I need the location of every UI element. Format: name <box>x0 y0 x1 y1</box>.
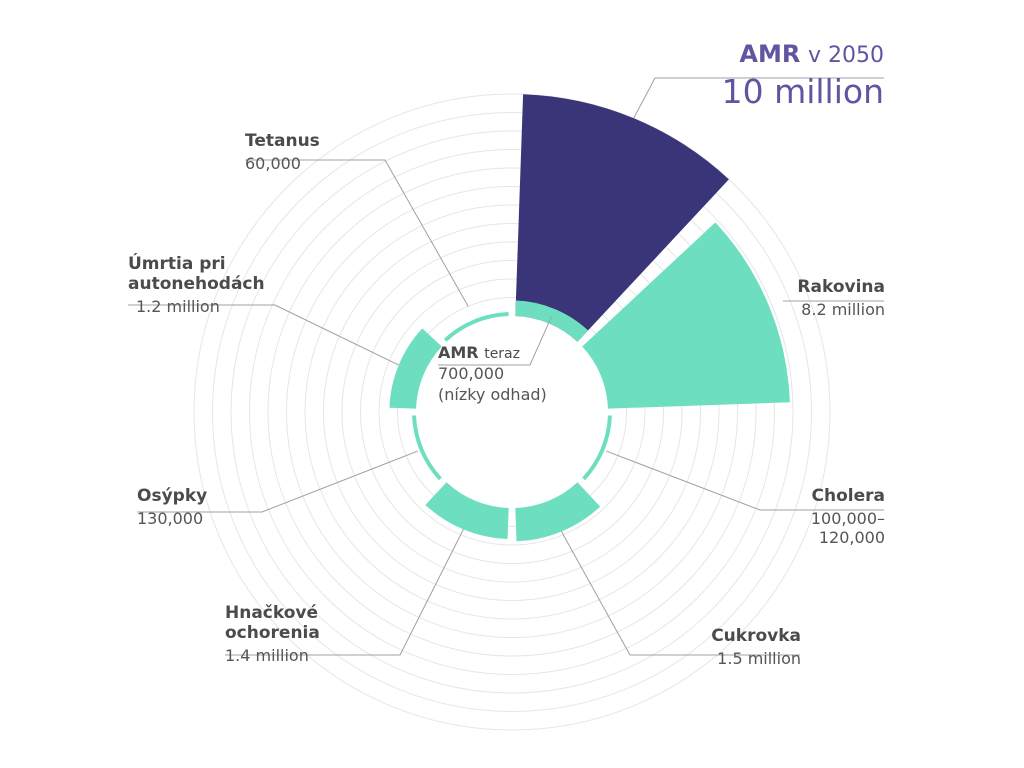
grid-ring-10 <box>212 112 812 712</box>
bars <box>389 94 790 542</box>
bar-cancer <box>582 222 790 409</box>
grid-rings <box>193 93 831 731</box>
leader-amr-now <box>438 316 553 366</box>
road-deaths-label: Úmrtia pri autonehodách 1.2 million <box>128 254 265 317</box>
bar-road <box>389 328 442 409</box>
diabetes-label: Cukrovka 1.5 million <box>711 626 801 669</box>
leader-measles <box>137 450 418 513</box>
grid-ring-2 <box>360 260 664 564</box>
amr-2050-title: AMR v 2050 <box>739 40 884 68</box>
leader-tetanus <box>245 159 469 307</box>
bar-cholera <box>582 415 612 481</box>
bar-diabetes <box>515 482 601 542</box>
bar-measles <box>412 415 442 481</box>
grid-ring-4 <box>323 223 701 601</box>
leader-amr-2050 <box>633 77 884 119</box>
leader-diarrhoea <box>225 529 464 656</box>
cholera-label: Cholera 100,000– 120,000 <box>685 486 885 548</box>
tetanus-label: Tetanus 60,000 <box>245 131 320 174</box>
bar-tetanus <box>443 312 509 342</box>
diarrhoea-label: Hnačkové ochorenia 1.4 million <box>225 603 320 666</box>
grid-ring-3 <box>341 241 683 583</box>
leader-diabetes <box>561 531 800 656</box>
amr-2050-label: AMR v 2050 10 million <box>584 40 884 112</box>
leader-road <box>128 304 399 366</box>
amr-now-label: AMR teraz 700,000 (nízky odhad) <box>438 343 547 404</box>
bar-amr-now <box>515 300 589 342</box>
grid-ring-7 <box>267 167 757 657</box>
cancer-label: Rakovina 8.2 million <box>797 277 885 320</box>
grid-ring-9 <box>230 130 794 694</box>
grid-ring-1 <box>378 278 646 546</box>
measles-label: Osýpky 130,000 <box>137 486 208 529</box>
leader-lines <box>128 77 884 656</box>
grid-ring-5 <box>304 204 720 620</box>
grid-ring-11 <box>193 93 831 731</box>
leader-cholera <box>606 450 884 511</box>
amr-2050-value: 10 million <box>721 71 884 111</box>
cholera-value: 100,000– 120,000 <box>810 509 885 547</box>
bar-diarrhoea <box>425 482 509 540</box>
grid-ring-0 <box>397 297 627 527</box>
grid-ring-6 <box>286 186 738 638</box>
grid-ring-8 <box>249 149 775 675</box>
bar-amr_future <box>515 94 729 342</box>
